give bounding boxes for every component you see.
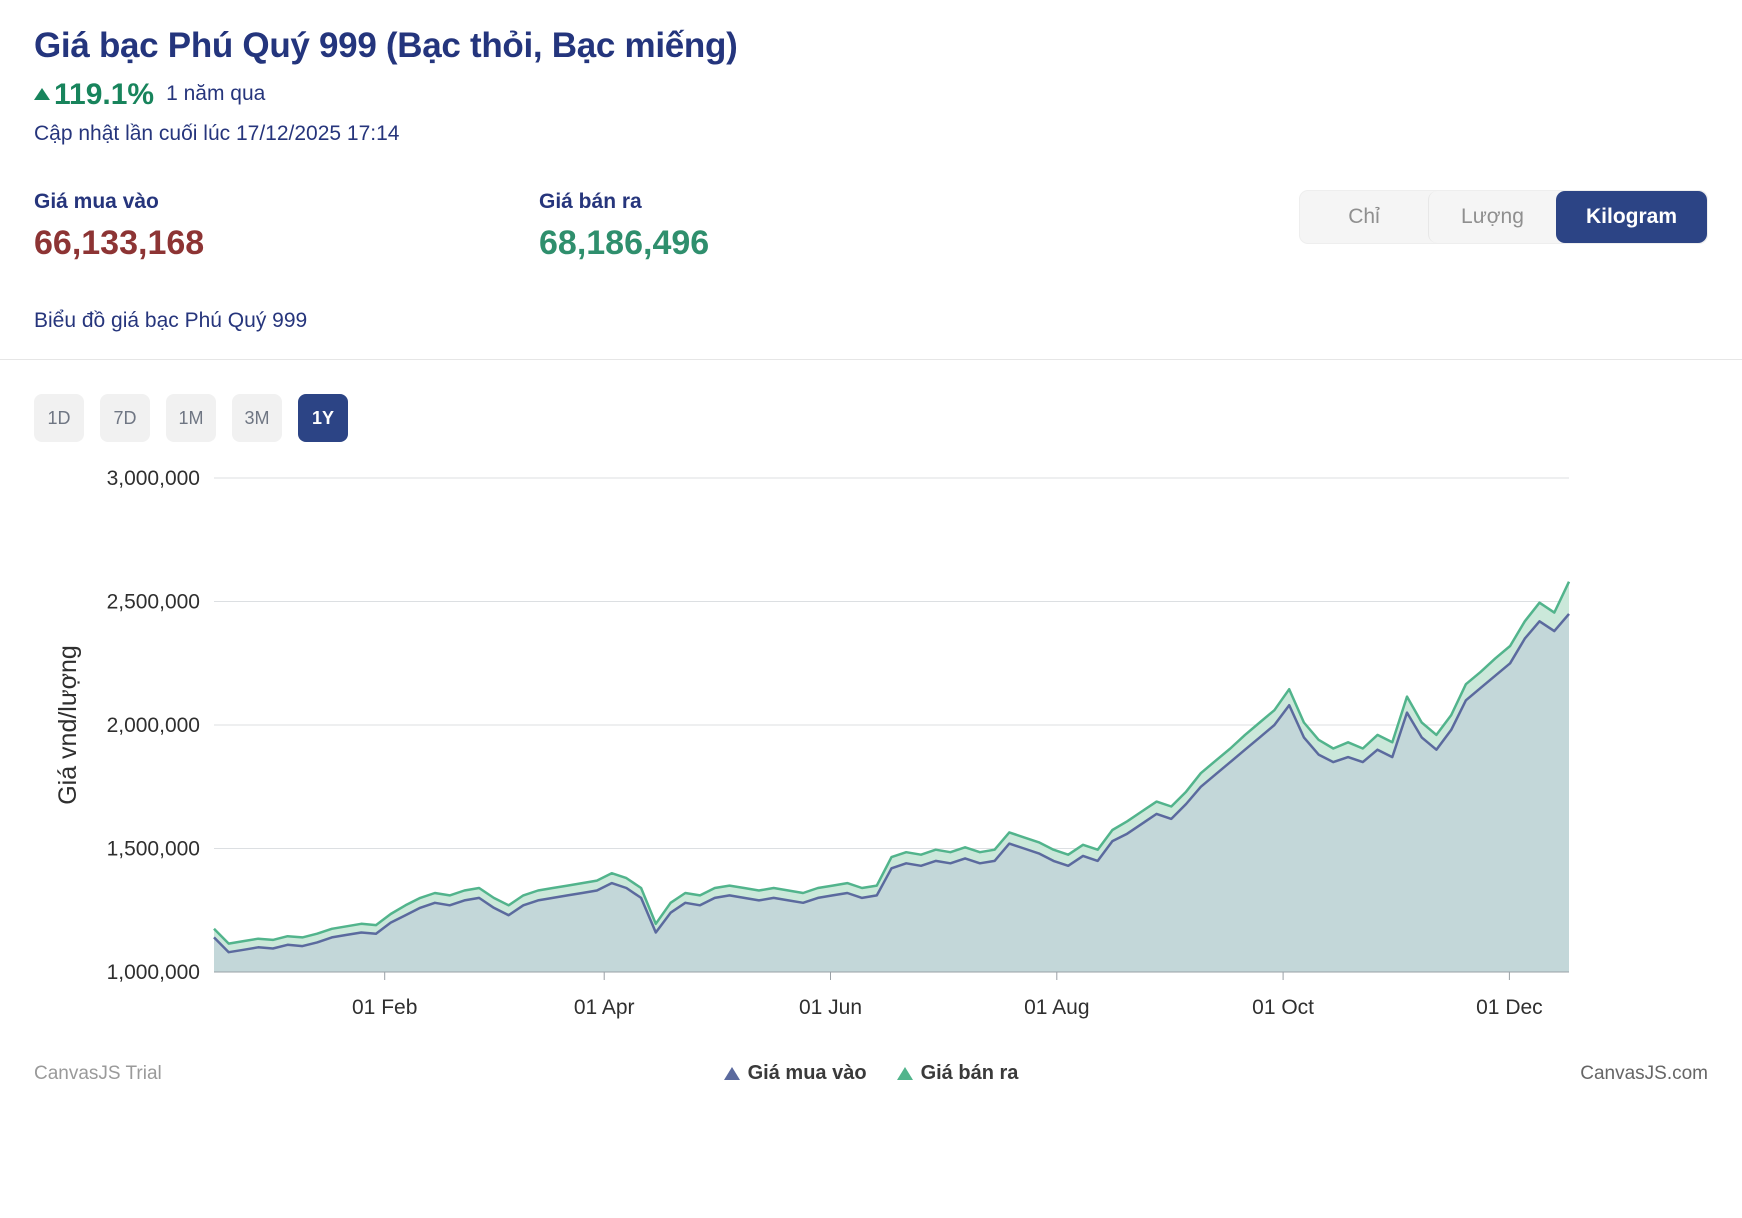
buy-price-value: 66,133,168 <box>34 224 205 262</box>
canvasjs-credit-link[interactable]: CanvasJS.com <box>1580 1062 1708 1084</box>
range-button-1m[interactable]: 1M <box>166 394 216 442</box>
svg-text:1,500,000: 1,500,000 <box>107 838 200 861</box>
svg-text:01 Aug: 01 Aug <box>1024 996 1089 1019</box>
unit-button-kilogram[interactable]: Kilogram <box>1555 191 1707 243</box>
svg-text:01 Jun: 01 Jun <box>799 996 862 1019</box>
section-divider <box>0 359 1742 360</box>
svg-text:01 Dec: 01 Dec <box>1476 996 1543 1019</box>
buy-price-block: Giá mua vào 66,133,168 <box>34 190 539 263</box>
unit-button-chi[interactable]: Chỉ <box>1300 191 1428 243</box>
svg-text:1,000,000: 1,000,000 <box>107 961 200 984</box>
svg-text:2,000,000: 2,000,000 <box>107 714 200 737</box>
svg-text:01 Feb: 01 Feb <box>352 996 417 1019</box>
unit-toggle: Chỉ Lượng Kilogram <box>1298 190 1708 244</box>
svg-text:2,500,000: 2,500,000 <box>107 591 200 614</box>
sell-price-block: Giá bán ra 68,186,496 <box>539 190 1044 263</box>
svg-text:01 Apr: 01 Apr <box>574 996 635 1019</box>
price-chart-svg[interactable]: 1,000,000 1,500,000 2,000,000 2,500,000 3,00… <box>34 456 1594 1060</box>
range-button-3m[interactable]: 3M <box>232 394 282 442</box>
range-button-1y[interactable]: 1Y <box>298 394 348 442</box>
sell-series-marker-icon <box>896 1067 913 1080</box>
chart-footer: CanvasJS Trial Giá mua vào Giá bán ra Ca… <box>34 1062 1708 1085</box>
svg-text:3,000,000: 3,000,000 <box>107 467 200 490</box>
unit-button-luong[interactable]: Lượng <box>1427 191 1556 243</box>
prices-row: Giá mua vào 66,133,168 Giá bán ra 68,186… <box>34 190 1708 263</box>
range-buttons-row: 1D 7D 1M 3M 1Y <box>34 394 1708 442</box>
canvasjs-trial-text: CanvasJS Trial <box>34 1062 162 1084</box>
svg-text:Giá vnd/lượng: Giá vnd/lượng <box>54 645 82 805</box>
change-row: 119.1% 1 năm qua <box>34 78 1708 112</box>
buy-series-marker-icon <box>723 1067 740 1080</box>
sell-price-label: Giá bán ra <box>539 190 642 213</box>
range-button-1d[interactable]: 1D <box>34 394 84 442</box>
legend-label-buy: Giá mua vào <box>747 1062 867 1084</box>
page-title: Giá bạc Phú Quý 999 (Bạc thỏi, Bạc miếng… <box>34 26 738 65</box>
change-period: 1 năm qua <box>166 81 266 105</box>
chart-legend: Giá mua vào Giá bán ra <box>354 1062 1388 1085</box>
legend-item-sell[interactable]: Giá bán ra <box>896 1062 1019 1085</box>
chart-subtitle: Biểu đồ giá bạc Phú Quý 999 <box>34 309 308 332</box>
change-percent-value: 119.1% <box>54 78 155 111</box>
up-arrow-icon <box>34 87 50 100</box>
buy-price-label: Giá mua vào <box>34 190 159 213</box>
range-button-7d[interactable]: 7D <box>100 394 150 442</box>
price-chart[interactable]: 1,000,000 1,500,000 2,000,000 2,500,000 3,00… <box>34 456 1708 1060</box>
svg-text:01 Oct: 01 Oct <box>1252 996 1314 1019</box>
sell-price-value: 68,186,496 <box>539 224 710 262</box>
legend-label-sell: Giá bán ra <box>920 1062 1019 1084</box>
legend-item-buy[interactable]: Giá mua vào <box>723 1062 867 1085</box>
last-updated: Cập nhật lần cuối lúc 17/12/2025 17:14 <box>34 122 400 145</box>
change-percent: 119.1% <box>34 78 154 112</box>
